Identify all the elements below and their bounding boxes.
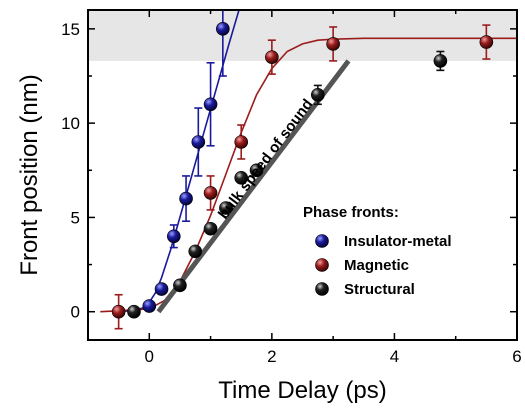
legend-items: Insulator-metal Magnetic Structural xyxy=(315,233,452,298)
speed-of-sound-annotation: bulk speed of sound xyxy=(215,96,317,223)
data-point-structural xyxy=(219,201,233,215)
data-point-insulator-metal xyxy=(154,282,169,296)
y-tick-label: 15 xyxy=(61,20,80,39)
data-point-structural xyxy=(433,54,448,68)
legend-label-structural: Structural xyxy=(344,281,415,298)
plot-area xyxy=(88,10,517,330)
data-point-magnetic xyxy=(326,37,340,51)
x-tick-label: 6 xyxy=(512,347,521,366)
speed-of-sound-line xyxy=(156,59,351,314)
y-tick-label: 0 xyxy=(71,303,80,322)
fit-curve-magnetic xyxy=(100,37,517,313)
data-point-magnetic xyxy=(234,135,249,149)
legend-title: Phase fronts: xyxy=(303,204,399,221)
saturation-band xyxy=(88,10,517,61)
data-point-structural xyxy=(173,278,187,293)
data-point-magnetic xyxy=(111,304,126,319)
data-point-structural xyxy=(188,244,203,259)
data-point-structural xyxy=(311,88,325,102)
data-point-magnetic xyxy=(479,35,494,49)
data-point-magnetic xyxy=(203,186,218,200)
data-point-insulator-metal xyxy=(142,299,157,313)
x-tick-label: 0 xyxy=(145,347,154,366)
y-tick-label: 5 xyxy=(71,208,80,227)
data-point-insulator-metal xyxy=(179,191,193,206)
x-tick-label: 4 xyxy=(390,347,399,366)
legend: Phase fronts: Insulator-metal Magnetic Str… xyxy=(303,204,452,298)
data-point-structural xyxy=(203,221,218,236)
legend-label-insulator-metal: Insulator-metal xyxy=(344,233,452,250)
axes: 0 2 4 6 0 5 10 15 xyxy=(61,10,522,366)
x-tick-label: 2 xyxy=(267,347,276,366)
y-axis-title: Front position (nm) xyxy=(16,74,43,275)
legend-label-magnetic: Magnetic xyxy=(344,257,409,274)
data-point-magnetic xyxy=(265,50,279,64)
x-axis-title: Time Delay (ps) xyxy=(218,377,386,404)
legend-marker-structural xyxy=(315,282,329,296)
legend-marker-magnetic xyxy=(315,258,329,272)
data-point-structural xyxy=(127,304,141,319)
data-point-insulator-metal xyxy=(216,22,230,36)
y-tick-label: 10 xyxy=(61,114,80,133)
data-point-structural xyxy=(234,171,249,185)
data-point-insulator-metal xyxy=(203,97,218,112)
data-point-structural xyxy=(249,163,264,178)
plot-frame xyxy=(87,9,518,341)
legend-marker-insulator-metal xyxy=(315,234,329,248)
data-point-insulator-metal xyxy=(191,135,206,149)
data-point-insulator-metal xyxy=(167,229,181,244)
